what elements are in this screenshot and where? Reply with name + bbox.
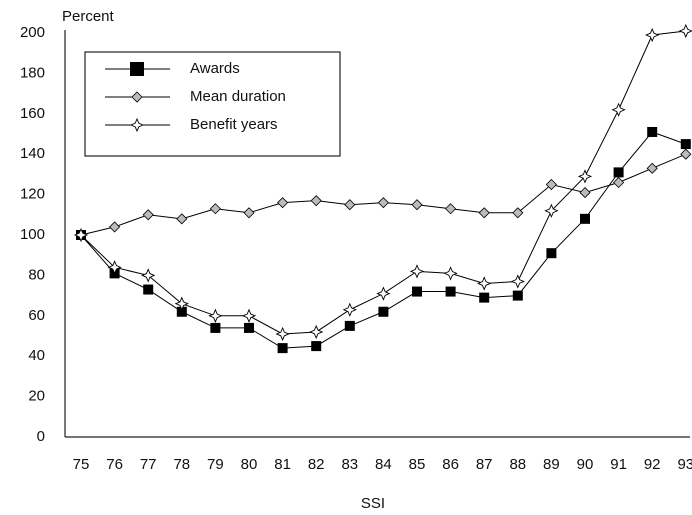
x-tick-label: 76 bbox=[106, 456, 123, 473]
data-point bbox=[311, 341, 322, 352]
y-axis-label: Percent bbox=[62, 8, 115, 25]
legend-marker bbox=[131, 91, 143, 103]
data-point bbox=[277, 197, 289, 209]
data-point bbox=[409, 264, 425, 279]
data-point bbox=[109, 221, 121, 233]
data-point bbox=[412, 286, 422, 297]
data-point bbox=[646, 162, 658, 174]
data-point bbox=[510, 274, 525, 289]
data-point bbox=[309, 324, 324, 340]
x-tick-label: 84 bbox=[375, 456, 392, 473]
y-tick-label: 40 bbox=[28, 347, 45, 364]
data-point bbox=[176, 213, 188, 225]
data-point bbox=[579, 187, 591, 199]
x-tick-label: 88 bbox=[509, 456, 526, 473]
y-tick-label: 120 bbox=[20, 186, 45, 203]
y-tick-label: 200 bbox=[20, 24, 45, 41]
data-point bbox=[512, 290, 523, 301]
series-line bbox=[80, 153, 686, 236]
data-point bbox=[107, 260, 122, 275]
data-point bbox=[545, 178, 557, 191]
data-point bbox=[378, 306, 389, 317]
data-point bbox=[678, 23, 692, 39]
legend-marker bbox=[129, 117, 145, 133]
data-point bbox=[613, 176, 625, 189]
data-point bbox=[680, 148, 692, 160]
x-tick-label: 90 bbox=[577, 456, 594, 473]
data-point bbox=[611, 102, 626, 117]
legend-label: Awards bbox=[190, 60, 240, 77]
data-point bbox=[241, 308, 257, 323]
data-point bbox=[310, 195, 322, 207]
x-tick-label: 82 bbox=[308, 456, 325, 473]
data-point bbox=[479, 292, 490, 303]
legend-label: Mean duration bbox=[190, 88, 286, 105]
data-point bbox=[73, 227, 89, 243]
y-tick-label: 140 bbox=[20, 145, 45, 162]
data-point bbox=[244, 322, 254, 333]
x-tick-label: 91 bbox=[610, 456, 627, 473]
x-tick-label: 86 bbox=[442, 456, 459, 473]
data-point bbox=[174, 296, 189, 311]
x-tick-label: 75 bbox=[73, 456, 90, 473]
x-tick-label: 77 bbox=[140, 456, 157, 473]
data-point bbox=[209, 203, 221, 215]
y-tick-label: 0 bbox=[37, 428, 45, 445]
data-point bbox=[277, 343, 288, 354]
data-point bbox=[512, 207, 524, 219]
data-point bbox=[477, 276, 492, 291]
y-tick-label: 180 bbox=[20, 64, 45, 81]
legend-label: Benefit years bbox=[190, 116, 278, 133]
data-point bbox=[645, 27, 660, 43]
data-point bbox=[411, 199, 423, 211]
data-point bbox=[344, 199, 356, 211]
data-point bbox=[342, 302, 357, 317]
legend-marker bbox=[130, 62, 144, 76]
x-tick-label: 78 bbox=[173, 456, 190, 473]
x-tick-label: 87 bbox=[476, 456, 493, 473]
data-point bbox=[443, 266, 458, 281]
data-point bbox=[176, 306, 187, 317]
data-point bbox=[478, 207, 490, 219]
data-point bbox=[243, 207, 255, 219]
y-tick-label: 80 bbox=[28, 266, 45, 283]
x-tick-label: 92 bbox=[644, 456, 661, 473]
x-axis-label: SSI bbox=[361, 495, 385, 512]
data-point bbox=[143, 284, 154, 295]
x-tick-label: 89 bbox=[543, 456, 560, 473]
data-point bbox=[141, 268, 156, 283]
data-point bbox=[580, 213, 590, 224]
data-point bbox=[142, 209, 154, 221]
data-point bbox=[613, 167, 624, 178]
data-point bbox=[680, 139, 691, 150]
data-point bbox=[445, 203, 457, 215]
y-tick-label: 60 bbox=[28, 307, 45, 324]
data-point bbox=[445, 286, 456, 297]
data-point bbox=[544, 203, 559, 218]
data-point bbox=[210, 322, 221, 333]
x-tick-label: 80 bbox=[241, 456, 258, 473]
x-tick-label: 81 bbox=[274, 456, 291, 473]
data-point bbox=[647, 126, 658, 137]
data-point bbox=[577, 169, 593, 184]
x-tick-label: 83 bbox=[341, 456, 358, 473]
data-point bbox=[208, 308, 223, 323]
data-point bbox=[275, 326, 290, 342]
data-point bbox=[546, 248, 557, 259]
data-point bbox=[377, 197, 389, 209]
data-point bbox=[344, 320, 355, 331]
x-tick-label: 85 bbox=[409, 456, 426, 473]
y-tick-label: 20 bbox=[28, 388, 45, 405]
y-tick-label: 160 bbox=[20, 105, 45, 122]
y-tick-label: 100 bbox=[20, 226, 45, 243]
x-tick-label: 93 bbox=[677, 456, 692, 473]
x-tick-label: 79 bbox=[207, 456, 224, 473]
data-point bbox=[376, 286, 391, 301]
